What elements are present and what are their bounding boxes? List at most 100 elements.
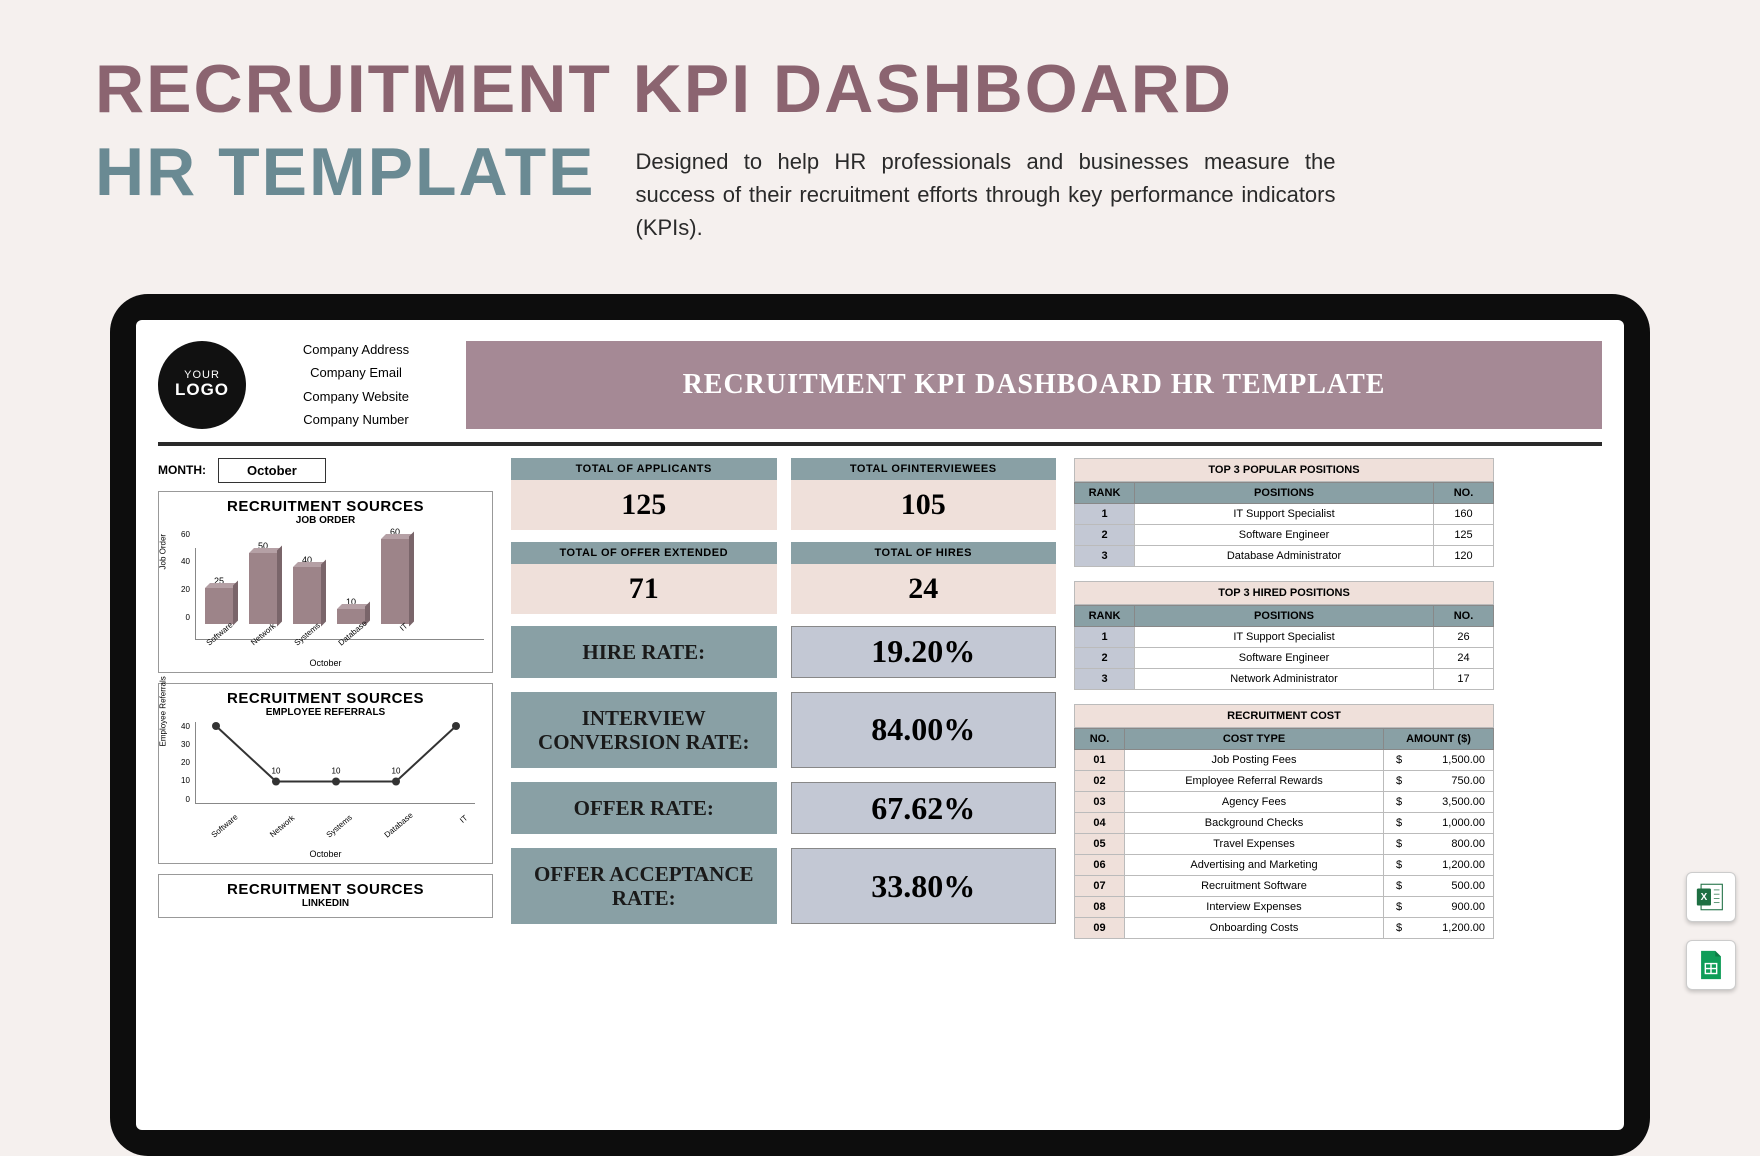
left-column: MONTH: October RECRUITMENT SOURCES JOB O… bbox=[158, 458, 493, 953]
excel-icon[interactable]: X bbox=[1686, 872, 1736, 922]
page-header: RECRUITMENT KPI DASHBOARD HR TEMPLATE De… bbox=[0, 0, 1760, 264]
table-row: 08Interview Expenses900.00 bbox=[1075, 896, 1494, 917]
line-chart-subtitle: EMPLOYEE REFERRALS bbox=[167, 707, 484, 718]
bar-chart-subtitle: JOB ORDER bbox=[167, 515, 484, 526]
kpi-row2: TOTAL OF OFFER EXTENDED 71 TOTAL OF HIRE… bbox=[511, 542, 1056, 614]
popular-title: TOP 3 POPULAR POSITIONS bbox=[1074, 458, 1494, 482]
bar-item: 60IT bbox=[380, 527, 410, 639]
company-number: Company Number bbox=[266, 408, 446, 431]
oar-label: OFFER ACCEPTANCE RATE: bbox=[511, 848, 777, 924]
popular-table: RANK POSITIONS NO. 1IT Support Specialis… bbox=[1074, 482, 1494, 567]
line-svg: 4010101040 bbox=[195, 722, 475, 804]
logo-placeholder: YOUR LOGO bbox=[158, 341, 246, 429]
table-row: 3Network Administrator17 bbox=[1075, 668, 1494, 689]
bar-chart-title: RECRUITMENT SOURCES bbox=[167, 498, 484, 515]
kpi-applicants: TOTAL OF APPLICANTS 125 bbox=[511, 458, 777, 530]
cost-table: NO. COST TYPE AMOUNT ($) 01Job Posting F… bbox=[1074, 728, 1494, 939]
kpi-applicants-value: 125 bbox=[511, 480, 777, 530]
line-chart-card: RECRUITMENT SOURCES EMPLOYEE REFERRALS E… bbox=[158, 683, 493, 864]
file-format-icons: X bbox=[1686, 872, 1736, 990]
company-address: Company Address bbox=[266, 338, 446, 361]
bar-item: 25Software bbox=[204, 576, 234, 638]
svg-text:X: X bbox=[1701, 892, 1708, 903]
kpi-hires-label: TOTAL OF HIRES bbox=[791, 542, 1057, 564]
kpi-interviewees: TOTAL OFINTERVIEWEES 105 bbox=[791, 458, 1057, 530]
table-header-row: RANK POSITIONS NO. bbox=[1075, 605, 1494, 626]
svg-text:10: 10 bbox=[272, 766, 281, 775]
cost-title: RECRUITMENT COST bbox=[1074, 704, 1494, 728]
kpi-offers-label: TOTAL OF OFFER EXTENDED bbox=[511, 542, 777, 564]
icr-label: INTERVIEW CONVERSION RATE: bbox=[511, 692, 777, 768]
kpi-row1: TOTAL OF APPLICANTS 125 TOTAL OFINTERVIE… bbox=[511, 458, 1056, 530]
svg-text:10: 10 bbox=[392, 766, 401, 775]
rate-offer: OFFER RATE: 67.62% bbox=[511, 782, 1056, 834]
bars-container: 25Software50Network40Systems10Database60… bbox=[195, 548, 484, 640]
bar-item: 10Database bbox=[336, 597, 366, 638]
dashboard-body: MONTH: October RECRUITMENT SOURCES JOB O… bbox=[158, 458, 1602, 953]
table-row: 05Travel Expenses800.00 bbox=[1075, 833, 1494, 854]
table-row: 06Advertising and Marketing1,200.00 bbox=[1075, 854, 1494, 875]
tablet-frame: YOUR LOGO Company Address Company Email … bbox=[110, 294, 1650, 1156]
chart3-title: RECRUITMENT SOURCES bbox=[167, 881, 484, 898]
table-row: 1IT Support Specialist160 bbox=[1075, 503, 1494, 524]
table-row: 07Recruitment Software500.00 bbox=[1075, 875, 1494, 896]
hired-positions-table: TOP 3 HIRED POSITIONS RANK POSITIONS NO.… bbox=[1074, 581, 1494, 690]
right-column: TOP 3 POPULAR POSITIONS RANK POSITIONS N… bbox=[1074, 458, 1494, 953]
logo-text-bottom: LOGO bbox=[175, 381, 229, 400]
table-header-row: RANK POSITIONS NO. bbox=[1075, 482, 1494, 503]
line-chart-title: RECRUITMENT SOURCES bbox=[167, 690, 484, 707]
line-x-month: October bbox=[167, 849, 484, 859]
hire-rate-label: HIRE RATE: bbox=[511, 626, 777, 678]
kpi-interviewees-value: 105 bbox=[791, 480, 1057, 530]
dashboard-screen: YOUR LOGO Company Address Company Email … bbox=[136, 320, 1624, 1130]
table-row: 09Onboarding Costs1,200.00 bbox=[1075, 917, 1494, 938]
hired-title: TOP 3 HIRED POSITIONS bbox=[1074, 581, 1494, 605]
table-row: 3Database Administrator120 bbox=[1075, 545, 1494, 566]
bar-item: 50Network bbox=[248, 541, 278, 639]
table-row: 02Employee Referral Rewards750.00 bbox=[1075, 770, 1494, 791]
line-chart: Employee Referrals 40 30 20 10 0 4010101… bbox=[167, 722, 484, 822]
line-yaxis: 40 30 20 10 0 bbox=[181, 722, 190, 804]
rate-hire: HIRE RATE: 19.20% bbox=[511, 626, 1056, 678]
recruitment-cost-table: RECRUITMENT COST NO. COST TYPE AMOUNT ($… bbox=[1074, 704, 1494, 939]
middle-column: TOTAL OF APPLICANTS 125 TOTAL OFINTERVIE… bbox=[511, 458, 1056, 953]
rate-oar: OFFER ACCEPTANCE RATE: 33.80% bbox=[511, 848, 1056, 924]
bar-ylabel: Job Order bbox=[159, 533, 168, 569]
month-label: MONTH: bbox=[158, 463, 206, 477]
offer-rate-value: 67.62% bbox=[791, 782, 1057, 834]
title-line1: RECRUITMENT KPI DASHBOARD bbox=[95, 50, 1665, 128]
company-email: Company Email bbox=[266, 361, 446, 384]
kpi-interviewees-label: TOTAL OFINTERVIEWEES bbox=[791, 458, 1057, 480]
chart3-subtitle: LINKEDIN bbox=[167, 898, 484, 909]
description: Designed to help HR professionals and bu… bbox=[636, 133, 1336, 244]
kpi-applicants-label: TOTAL OF APPLICANTS bbox=[511, 458, 777, 480]
table-header-row: NO. COST TYPE AMOUNT ($) bbox=[1075, 728, 1494, 749]
table-row: 2Software Engineer125 bbox=[1075, 524, 1494, 545]
company-info: Company Address Company Email Company We… bbox=[266, 338, 446, 432]
kpi-hires-value: 24 bbox=[791, 564, 1057, 614]
kpi-hires: TOTAL OF HIRES 24 bbox=[791, 542, 1057, 614]
table-row: 1IT Support Specialist26 bbox=[1075, 626, 1494, 647]
chart3-card: RECRUITMENT SOURCES LINKEDIN bbox=[158, 874, 493, 918]
popular-positions-table: TOP 3 POPULAR POSITIONS RANK POSITIONS N… bbox=[1074, 458, 1494, 567]
line-categories: SoftwareNetworkSystemsDatabaseIT bbox=[167, 822, 484, 831]
dashboard-banner: RECRUITMENT KPI DASHBOARD HR TEMPLATE bbox=[466, 341, 1602, 429]
hired-table: RANK POSITIONS NO. 1IT Support Specialis… bbox=[1074, 605, 1494, 690]
bar-item: 40Systems bbox=[292, 555, 322, 639]
hire-rate-value: 19.20% bbox=[791, 626, 1057, 678]
month-value[interactable]: October bbox=[218, 458, 326, 483]
sheets-icon[interactable] bbox=[1686, 940, 1736, 990]
dashboard-header: YOUR LOGO Company Address Company Email … bbox=[158, 338, 1602, 446]
bar-x-month: October bbox=[167, 658, 484, 668]
month-selector: MONTH: October bbox=[158, 458, 493, 483]
title-line2: HR TEMPLATE bbox=[95, 133, 596, 211]
table-row: 03Agency Fees3,500.00 bbox=[1075, 791, 1494, 812]
table-row: 2Software Engineer24 bbox=[1075, 647, 1494, 668]
svg-text:10: 10 bbox=[332, 766, 341, 775]
line-ylabel: Employee Referrals bbox=[159, 676, 168, 746]
rate-icr: INTERVIEW CONVERSION RATE: 84.00% bbox=[511, 692, 1056, 768]
table-row: 01Job Posting Fees1,500.00 bbox=[1075, 749, 1494, 770]
table-row: 04Background Checks1,000.00 bbox=[1075, 812, 1494, 833]
title-row2: HR TEMPLATE Designed to help HR professi… bbox=[95, 133, 1665, 244]
bar-chart: Job Order 60 40 20 0 25Software50Network… bbox=[167, 530, 484, 640]
